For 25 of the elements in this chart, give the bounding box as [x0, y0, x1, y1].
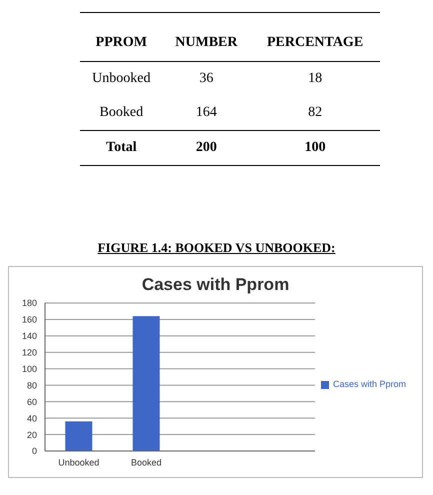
text: PERCENTAGE	[266, 34, 364, 52]
y-tick-label: 20	[26, 430, 37, 440]
legend-title: PPROM	[94, 34, 148, 52]
data-label: 100	[304, 139, 327, 157]
y-tick-label: 120	[22, 348, 37, 358]
y-tick-label: 180	[22, 298, 37, 308]
chart-title: Cases with Pprom	[140, 274, 290, 295]
y-tick-label: 80	[26, 380, 37, 390]
y-tick-label: 160	[22, 314, 37, 325]
data-label: 164	[194, 104, 218, 122]
category-label: Unbooked	[91, 70, 152, 88]
data-label: 200	[194, 139, 218, 157]
category-label: Booked	[98, 104, 144, 122]
caption: FIGURE 1.4: BOOKED VS UNBOOKED:	[96, 240, 336, 256]
text: NUMBER	[174, 34, 239, 52]
data-label: 36	[198, 70, 214, 88]
legend-label: Cases with Pprom	[332, 379, 406, 389]
y-tick-label: 60	[26, 396, 37, 407]
y-tick-label: 140	[22, 331, 37, 342]
data-label: 82	[307, 104, 324, 122]
y-tick-label: 0	[32, 446, 37, 456]
y-tick-label: 100	[22, 364, 37, 374]
y-tick-label: 40	[26, 413, 37, 424]
data-label: 18	[307, 70, 324, 88]
category-label: Total	[105, 139, 138, 157]
